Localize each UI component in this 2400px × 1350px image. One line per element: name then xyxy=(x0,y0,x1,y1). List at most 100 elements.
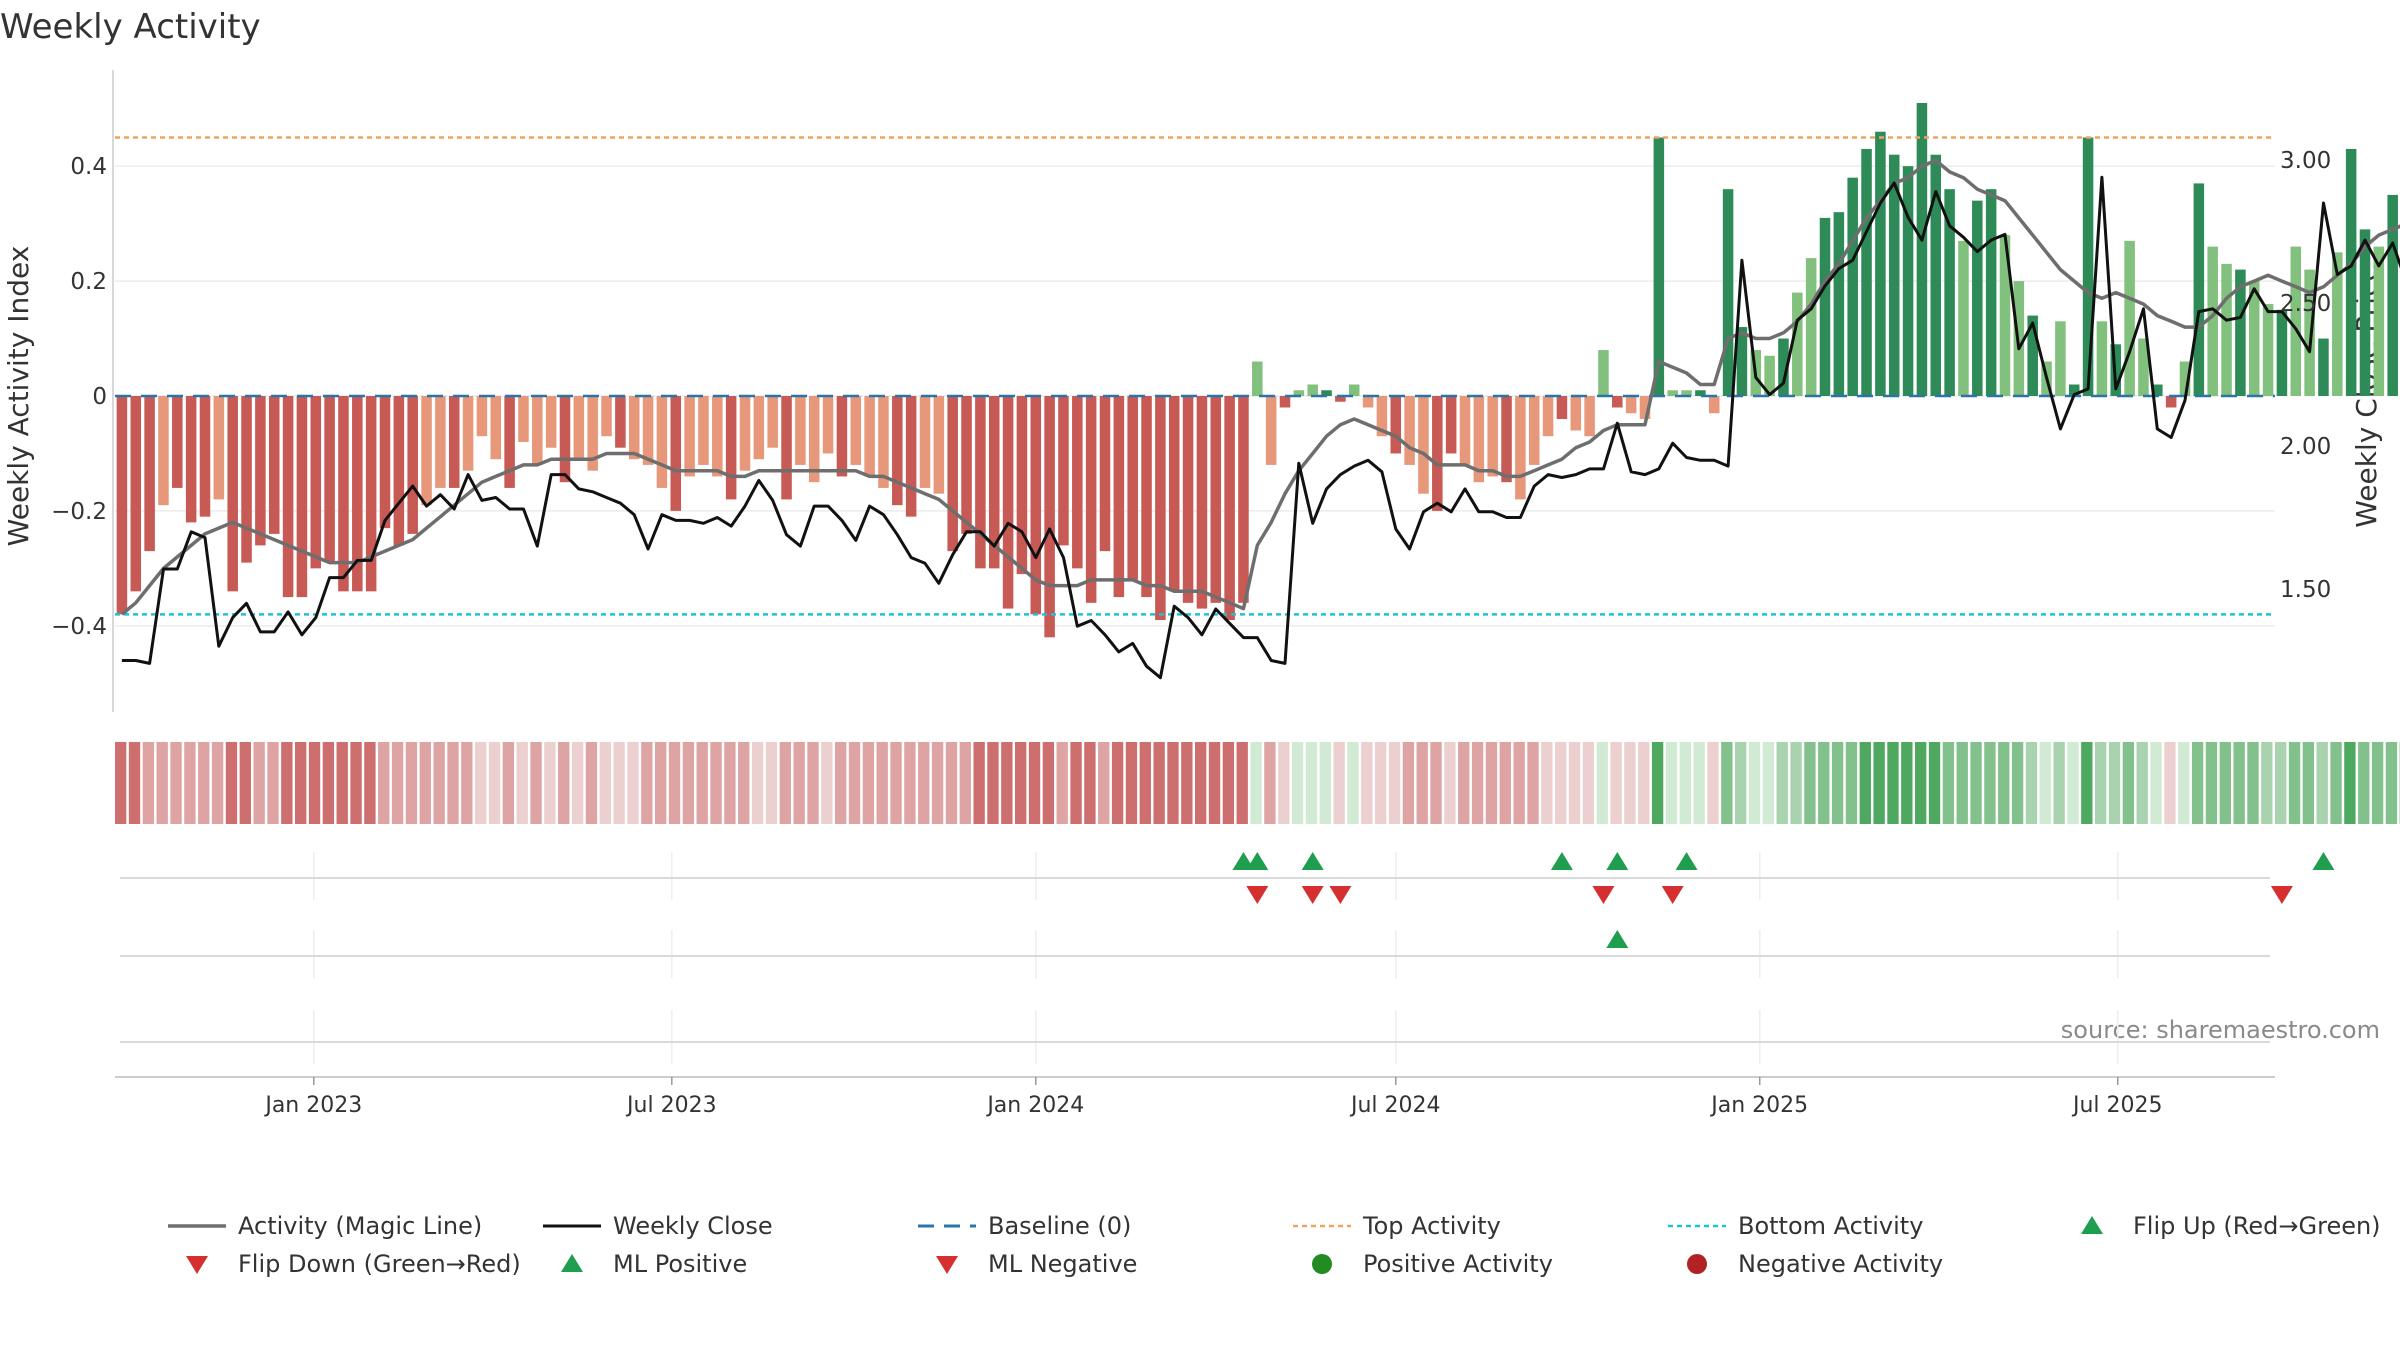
shading-cell xyxy=(447,742,459,824)
activity-bar xyxy=(407,396,418,534)
activity-bar xyxy=(1722,189,1734,396)
legend-label: Activity (Magic Line) xyxy=(238,1212,482,1240)
activity-bar xyxy=(767,396,778,448)
shading-cell xyxy=(627,742,639,824)
flip-down-marker xyxy=(1661,886,1684,904)
activity-bar xyxy=(850,396,862,465)
left-tick-label: 0.2 xyxy=(70,269,107,295)
activity-bar xyxy=(2152,384,2163,396)
legend-symbol-ml-negative xyxy=(936,1256,958,1274)
shading-cell xyxy=(1042,742,1055,824)
activity-bar xyxy=(1459,396,1471,465)
activity-bar xyxy=(1805,258,1817,396)
activity-bar xyxy=(1362,396,1374,408)
shading-cell xyxy=(1111,742,1124,824)
activity-bar xyxy=(185,396,197,523)
shading-cell xyxy=(2205,742,2218,824)
shading-cell xyxy=(2122,742,2135,824)
shading-cell xyxy=(1375,742,1387,824)
activity-bar xyxy=(448,396,460,488)
left-tick-label: 0 xyxy=(92,384,107,410)
legend-item-flip-up: Flip Up (Red→Green) xyxy=(2081,1212,2381,1240)
shading-cell xyxy=(1333,742,1345,824)
activity-bar xyxy=(172,396,183,488)
activity-bar xyxy=(1182,396,1194,603)
activity-bar xyxy=(1819,217,1831,396)
event-marker-panels xyxy=(120,852,2335,1064)
shading-cell xyxy=(281,742,293,824)
shading-cell xyxy=(1015,742,1027,824)
activity-bar xyxy=(2207,246,2218,396)
shading-cell xyxy=(2053,742,2065,824)
shading-cell xyxy=(1596,742,1608,824)
shading-cell xyxy=(2385,742,2398,824)
activity-bar xyxy=(2027,315,2038,396)
shading-cell xyxy=(1139,742,1151,824)
shading-cell xyxy=(1195,742,1207,824)
shading-cell xyxy=(253,742,265,824)
shading-cell xyxy=(751,742,764,824)
activity-bar xyxy=(227,396,238,592)
activity-bar xyxy=(1072,396,1083,569)
shading-cell xyxy=(1970,742,1982,824)
x-tick-label: Jan 2023 xyxy=(263,1093,362,1118)
activity-bar xyxy=(1376,396,1388,437)
shading-cell xyxy=(1818,742,1830,824)
ml-positive-marker xyxy=(1606,930,1629,948)
flip-down-marker xyxy=(1301,886,1324,904)
shading-cell xyxy=(1347,742,1359,824)
activity-bar xyxy=(1432,396,1443,511)
shading-cell xyxy=(2108,742,2121,824)
activity-bar xyxy=(2124,240,2135,396)
legend-label: ML Negative xyxy=(988,1250,1137,1278)
shading-cell xyxy=(1444,742,1456,824)
shading-cell xyxy=(1624,742,1636,824)
legend-label: Positive Activity xyxy=(1363,1250,1553,1278)
flip-down-marker xyxy=(1329,886,1352,904)
shading-cell xyxy=(2261,742,2273,824)
activity-bar xyxy=(1542,396,1554,437)
x-tick-label: Jul 2023 xyxy=(625,1093,717,1118)
activity-bar xyxy=(781,396,792,500)
shading-cell xyxy=(2095,742,2107,824)
shading-cell xyxy=(198,742,210,824)
activity-bar xyxy=(1944,189,1955,396)
shading-cell xyxy=(1638,742,1650,824)
shading-cell xyxy=(433,742,445,824)
activity-bar xyxy=(158,396,169,506)
activity-bar xyxy=(1238,396,1249,603)
shading-cell xyxy=(1735,742,1747,824)
activity-bar xyxy=(1348,384,1360,396)
shading-cell xyxy=(1610,742,1622,824)
chart-title: Weekly Activity xyxy=(0,7,261,47)
activity-bar xyxy=(2221,263,2232,396)
shading-cell xyxy=(184,742,196,824)
activity-bars xyxy=(116,102,2398,638)
legend-label: Top Activity xyxy=(1362,1212,1501,1240)
activity-bar xyxy=(1861,148,1872,396)
shading-cell xyxy=(2039,742,2051,824)
shading-cell xyxy=(156,742,168,824)
activity-bar xyxy=(1141,396,1152,598)
activity-bar xyxy=(365,396,377,592)
shading-cell xyxy=(2011,742,2024,824)
shading-cell xyxy=(1070,742,1082,824)
shading-cell xyxy=(821,742,833,824)
shading-cell xyxy=(835,742,847,824)
activity-bar xyxy=(1639,396,1651,419)
shading-cell xyxy=(2164,742,2176,824)
activity-bar xyxy=(1695,390,1706,396)
shading-cell xyxy=(295,742,307,824)
flip-up-marker xyxy=(2312,852,2335,870)
activity-bar xyxy=(961,396,972,534)
shading-cell xyxy=(2150,742,2162,824)
shading-cell xyxy=(1208,742,1221,824)
activity-bar xyxy=(1252,361,1263,396)
activity-bar xyxy=(1958,240,1969,396)
activity-bar xyxy=(1155,396,1166,621)
shading-cell xyxy=(655,742,667,824)
shading-cell xyxy=(2233,742,2245,824)
shading-cell xyxy=(945,742,958,824)
shading-cell xyxy=(2371,742,2384,824)
